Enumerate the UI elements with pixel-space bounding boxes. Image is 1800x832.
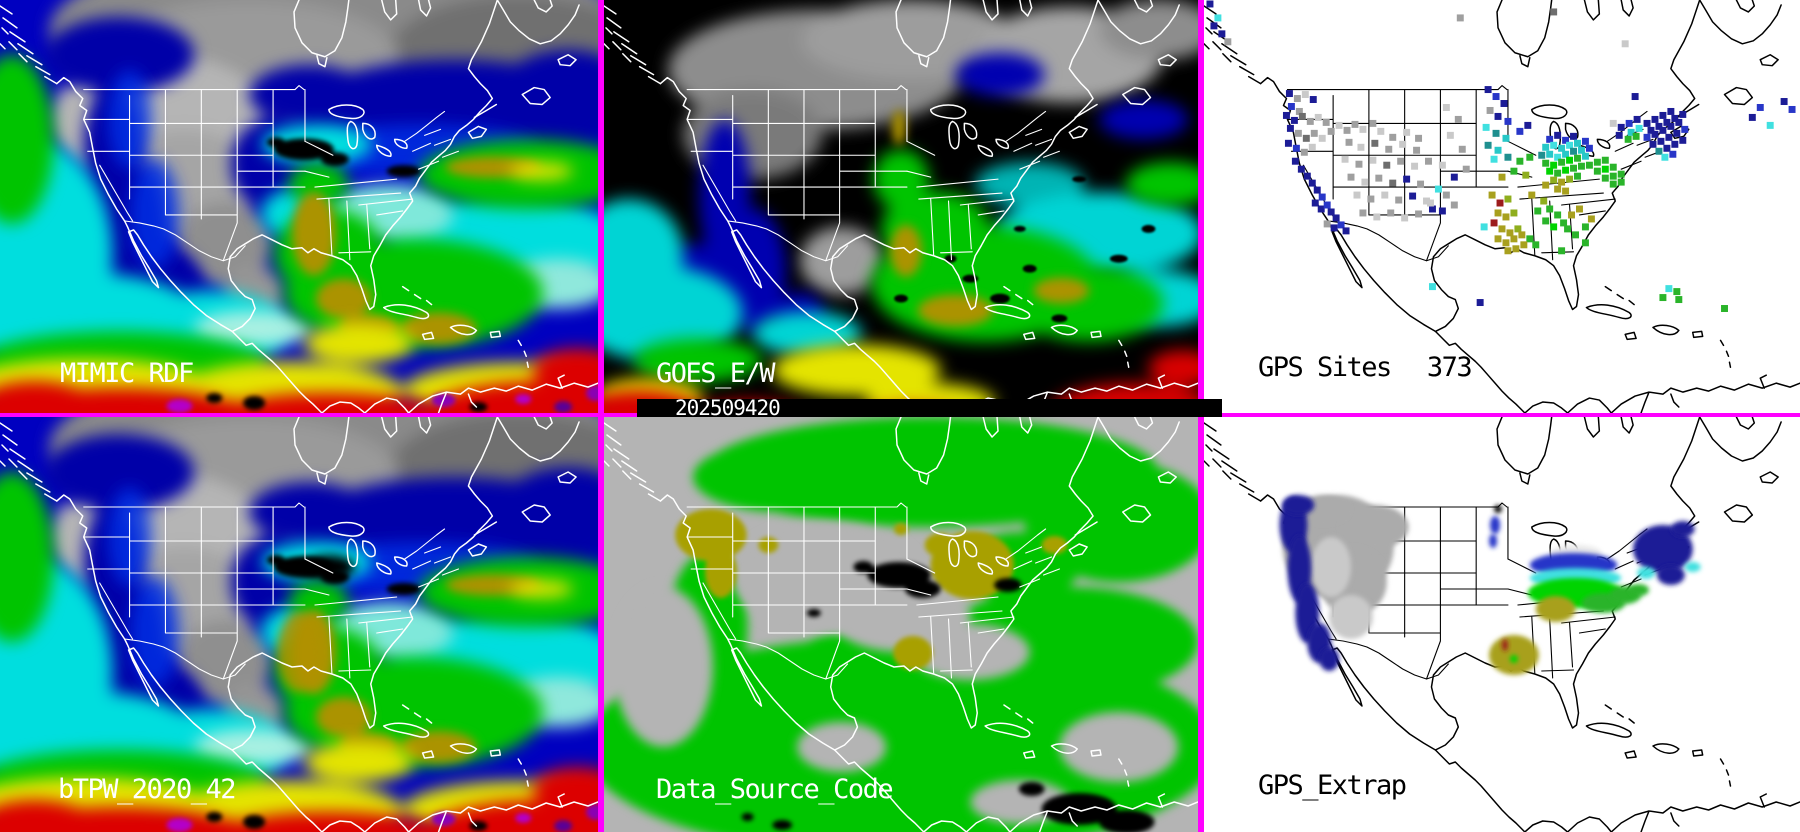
- panel-mimic-rdf[interactable]: [0, 0, 598, 413]
- mimic-map-image: [0, 0, 598, 413]
- gps-sites-label: GPS Sites: [1258, 352, 1392, 383]
- panel-btpw[interactable]: [0, 417, 598, 832]
- btpw-map-image: [0, 417, 598, 832]
- gps-extrap-map-image: [1204, 417, 1800, 832]
- btpw-label: bTPW_2020_42: [58, 774, 237, 805]
- panel-gps-sites[interactable]: [1204, 0, 1800, 413]
- timestamp-text: 202509420: [675, 396, 781, 420]
- gps-site-markers: [1206, 0, 1796, 312]
- mimic-label: MIMIC RDF: [60, 358, 194, 389]
- btpw-extra-moisture-blobs: [277, 555, 355, 692]
- gps-sites-count: 373: [1426, 352, 1473, 383]
- data-source-label: Data_Source_Code: [656, 774, 894, 805]
- gps-extrap-interpolated-field: [1279, 495, 1701, 675]
- panel-data-source-code[interactable]: [604, 417, 1198, 832]
- data-source-map-image: [604, 417, 1198, 832]
- timestamp-bar: 202509420: [637, 396, 1222, 420]
- gps-sites-label-group: GPS Sites 373: [1258, 352, 1473, 383]
- panel-gps-extrap[interactable]: [1204, 417, 1800, 832]
- goes-map-image: [604, 0, 1198, 413]
- goes-label: GOES_E/W: [656, 358, 776, 389]
- gps-sites-map-image: [1204, 0, 1800, 413]
- gps-extrap-label: GPS_Extrap: [1258, 770, 1407, 801]
- panel-goes-ew[interactable]: [604, 0, 1198, 413]
